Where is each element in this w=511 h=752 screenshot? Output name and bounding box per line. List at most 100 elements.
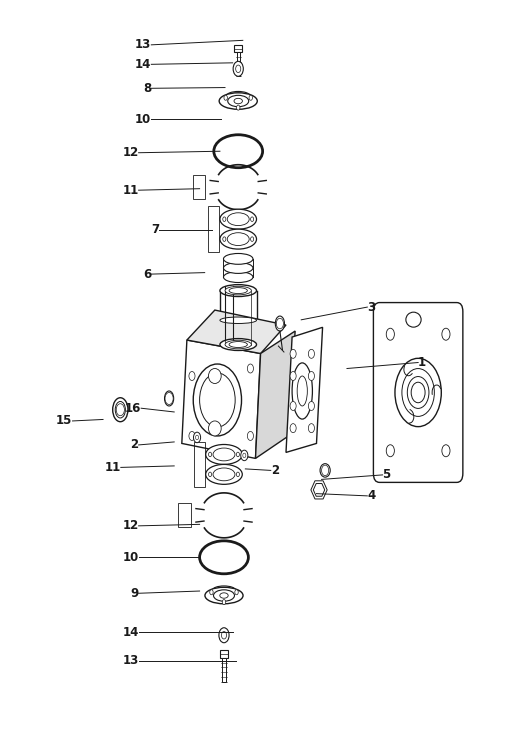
Circle shape (189, 371, 195, 381)
Circle shape (386, 444, 394, 456)
Ellipse shape (213, 586, 236, 594)
Circle shape (223, 217, 226, 221)
Ellipse shape (193, 364, 242, 436)
Text: 13: 13 (135, 38, 151, 51)
Circle shape (276, 318, 284, 329)
Circle shape (290, 402, 296, 411)
Bar (208, 206, 219, 252)
Ellipse shape (220, 338, 257, 350)
Text: 10: 10 (135, 113, 151, 126)
Circle shape (402, 368, 434, 417)
Bar (178, 503, 191, 527)
Text: 16: 16 (125, 402, 141, 414)
Ellipse shape (227, 92, 250, 100)
Polygon shape (313, 484, 324, 496)
Text: 4: 4 (367, 490, 376, 502)
Ellipse shape (225, 340, 251, 349)
Ellipse shape (223, 271, 253, 283)
Text: 8: 8 (143, 82, 151, 95)
Bar (222, 658, 225, 681)
Circle shape (249, 96, 252, 100)
Ellipse shape (219, 92, 257, 109)
Text: 10: 10 (122, 550, 138, 564)
Circle shape (395, 358, 442, 426)
Ellipse shape (208, 421, 221, 436)
Text: 12: 12 (122, 146, 138, 159)
Ellipse shape (220, 229, 257, 249)
Ellipse shape (406, 312, 421, 327)
Text: 6: 6 (143, 268, 151, 280)
Ellipse shape (223, 262, 253, 274)
Ellipse shape (228, 96, 249, 107)
Ellipse shape (320, 464, 330, 478)
Circle shape (241, 450, 248, 461)
Circle shape (442, 328, 450, 340)
Ellipse shape (115, 402, 125, 418)
Circle shape (386, 328, 394, 340)
Polygon shape (286, 327, 322, 453)
Text: 7: 7 (151, 223, 159, 236)
Ellipse shape (213, 468, 235, 481)
Text: 13: 13 (122, 654, 138, 667)
Text: 14: 14 (135, 58, 151, 71)
Circle shape (208, 472, 212, 477)
Ellipse shape (220, 317, 257, 323)
Circle shape (222, 599, 226, 605)
Circle shape (236, 65, 241, 72)
Ellipse shape (206, 465, 242, 484)
Bar (193, 175, 205, 199)
Circle shape (290, 350, 296, 358)
Circle shape (243, 453, 246, 458)
Circle shape (237, 472, 240, 477)
Ellipse shape (113, 398, 128, 422)
Ellipse shape (229, 287, 247, 293)
Polygon shape (311, 481, 327, 499)
Circle shape (194, 432, 201, 443)
Ellipse shape (220, 593, 228, 599)
Ellipse shape (234, 99, 242, 104)
Text: 2: 2 (271, 464, 279, 477)
Ellipse shape (229, 341, 247, 347)
Circle shape (247, 432, 253, 441)
Text: 3: 3 (367, 301, 376, 314)
Circle shape (189, 432, 195, 441)
Circle shape (308, 402, 314, 411)
Ellipse shape (208, 368, 221, 384)
Circle shape (221, 632, 226, 639)
Circle shape (233, 62, 243, 76)
Circle shape (116, 404, 124, 416)
Ellipse shape (213, 448, 235, 461)
Circle shape (290, 371, 296, 381)
Ellipse shape (227, 213, 249, 226)
Circle shape (223, 237, 226, 241)
Circle shape (442, 444, 450, 456)
Circle shape (308, 423, 314, 432)
Polygon shape (256, 331, 295, 459)
Bar (234, 45, 242, 53)
Circle shape (210, 590, 213, 595)
Ellipse shape (205, 587, 243, 604)
Ellipse shape (223, 253, 253, 264)
Circle shape (308, 350, 314, 358)
Text: 11: 11 (122, 183, 138, 197)
Text: 1: 1 (418, 356, 426, 369)
Ellipse shape (297, 376, 307, 406)
Ellipse shape (220, 209, 257, 229)
Bar (237, 53, 240, 76)
Circle shape (237, 105, 240, 110)
Polygon shape (187, 310, 286, 353)
Circle shape (165, 393, 173, 405)
Text: 2: 2 (130, 438, 138, 451)
Circle shape (247, 364, 253, 373)
Circle shape (196, 435, 199, 440)
Circle shape (250, 217, 253, 221)
Ellipse shape (165, 391, 174, 406)
Ellipse shape (214, 590, 235, 601)
Circle shape (250, 237, 253, 241)
Circle shape (235, 590, 238, 595)
Text: 9: 9 (130, 587, 138, 600)
Text: 15: 15 (56, 414, 73, 427)
Text: 5: 5 (383, 468, 391, 481)
Text: 11: 11 (105, 461, 121, 474)
Circle shape (237, 452, 240, 456)
